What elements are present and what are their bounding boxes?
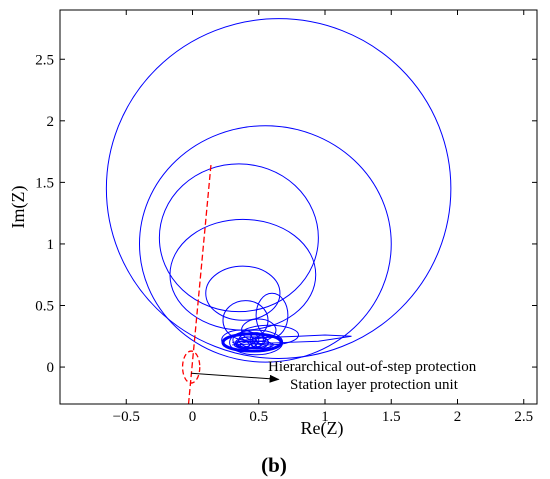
x-tick-label: 2.5: [514, 409, 533, 425]
trajectory-dense-core: [221, 332, 283, 353]
x-tick-label: 2: [454, 409, 462, 425]
y-tick-label: 1: [47, 237, 55, 253]
x-tick-label: 1: [321, 409, 329, 425]
protection-boundary-line: [187, 163, 212, 404]
y-tick-label: 0.5: [35, 299, 54, 315]
protection-zone-oval: [181, 350, 201, 384]
trajectory-loop-2: [139, 125, 392, 363]
annotation-line-2: Station layer protection unit: [290, 377, 459, 393]
trajectory-loop-6: [255, 292, 289, 339]
annotation-arrow: [191, 372, 280, 383]
trajectory-core-loop-3: [238, 332, 266, 348]
x-tick-label: −0.5: [113, 409, 140, 425]
y-tick-label: 2: [47, 114, 55, 130]
trajectory-loop-3: [158, 163, 319, 313]
trajectory-loop-5: [205, 265, 281, 321]
panel-label: (b): [261, 453, 287, 477]
x-axis-title: Re(Z): [301, 418, 344, 439]
y-axis-title: Im(Z): [8, 186, 29, 229]
x-tick-label: 0: [189, 409, 197, 425]
plot-area-frame: [59, 9, 538, 405]
trajectory-core-loop-10: [250, 340, 272, 350]
trajectory-core-loop-9: [249, 332, 264, 348]
trajectory-loop-1: [105, 18, 452, 359]
trajectory-loop-4: [169, 218, 317, 331]
y-tick-label: 1.5: [35, 175, 54, 191]
annotation-line-1: Hierarchical out-of-step protection: [268, 359, 477, 375]
y-tick-label: 0: [47, 360, 55, 376]
x-tick-label: 1.5: [382, 409, 401, 425]
x-axis: −0.5 0 0.5 1 1.5 2 2.5: [113, 10, 533, 425]
y-axis: 0 0.5 1 1.5 2 2.5: [35, 52, 537, 376]
x-tick-label: 0.5: [249, 409, 268, 425]
y-tick-label: 2.5: [35, 52, 54, 68]
trajectory-core-loop-7: [233, 340, 262, 350]
